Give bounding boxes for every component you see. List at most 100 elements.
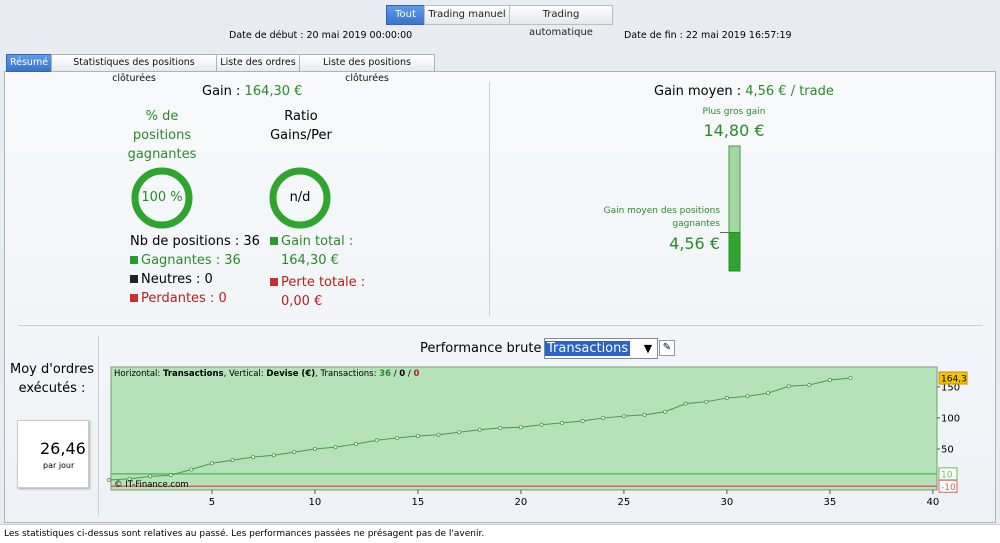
total-loss: 0,00 € [281, 294, 323, 309]
watermark: © IT-Finance.com [114, 480, 189, 490]
tab[interactable]: Liste des positions clôturées [299, 54, 435, 84]
x-tick-label: 40 [927, 497, 940, 508]
point [621, 414, 626, 419]
divider [18, 325, 983, 326]
point [271, 453, 276, 458]
point [333, 445, 338, 450]
point [415, 433, 420, 438]
point [477, 427, 482, 432]
divider [98, 336, 99, 516]
point [642, 412, 647, 417]
winning-value: 100 % [141, 190, 183, 205]
info: Horizontal: [114, 369, 163, 379]
x-tick-label: 30 [721, 497, 734, 508]
point [601, 415, 606, 420]
info: Transactions [162, 369, 224, 379]
gain-value: 164,30 € [244, 84, 303, 99]
gauge-avg [728, 231, 741, 272]
point [745, 394, 750, 399]
info: 0 [413, 369, 420, 379]
point [704, 399, 709, 404]
point [786, 384, 791, 389]
mode-tab[interactable]: Trading manuel [424, 5, 510, 25]
point [209, 461, 214, 466]
tab[interactable]: Liste des ordres [216, 54, 300, 72]
point [148, 474, 153, 479]
gain: Gain : 164,30 € [202, 84, 302, 99]
avg-gain: Gain moyen : 4,56 € / trade [654, 84, 834, 99]
orders-label: Moy d'ordres exécutés : [10, 362, 94, 396]
settings-button[interactable]: ✎ [659, 340, 675, 356]
avg-value: 4,56 € [669, 234, 720, 253]
point [436, 432, 441, 437]
x-tick-label: 15 [412, 497, 425, 508]
point [560, 420, 565, 425]
losers: Perdantes : 0 [130, 291, 227, 306]
positions: Nb de positions : 36 [130, 234, 260, 249]
mode-tab[interactable]: Tout [386, 5, 425, 25]
point [683, 401, 688, 406]
info: , Transactions: [315, 369, 380, 379]
gain-label: Gain : [202, 84, 245, 99]
point [395, 435, 400, 440]
orders-card [17, 420, 89, 488]
mode-tab[interactable]: Trading automatique [509, 5, 613, 38]
total-loss-label: Perte totale : [270, 275, 365, 290]
y-tick-label: 150 [941, 382, 960, 393]
footer: Les statistiques ci-dessus sont relative… [0, 524, 1000, 543]
y-tick-label: 50 [941, 445, 954, 456]
point [539, 422, 544, 427]
total-gain-label: Gain total : [270, 234, 353, 249]
point [251, 455, 256, 460]
point [354, 442, 359, 447]
point [189, 467, 194, 472]
point [457, 430, 462, 435]
perf-title: Performance brute [420, 341, 542, 356]
winners: Gagnantes : 36 [130, 253, 241, 268]
orders-value: 26,46 [40, 439, 86, 458]
threshold-tag [938, 479, 958, 493]
plot-area [110, 366, 938, 491]
last-value-tag [938, 371, 968, 385]
divider [489, 82, 490, 316]
chart-info: Horizontal: Transactions, Vertical: Devi… [114, 369, 419, 379]
select-value: Transactions [545, 341, 631, 356]
info: 36 [379, 369, 391, 379]
point [724, 396, 729, 401]
point [374, 438, 379, 443]
tab[interactable]: Résumé [6, 54, 52, 72]
point [106, 478, 111, 483]
point [848, 375, 853, 380]
end-date: Date de fin : 22 mai 2019 16:57:19 [624, 30, 792, 41]
point [663, 409, 668, 414]
losers-text: Perdantes : 0 [141, 291, 227, 306]
total-loss-label-text: Perte totale : [281, 275, 366, 290]
donut-arc [131, 167, 193, 229]
winners-text: Gagnantes : 36 [141, 253, 241, 268]
y-tick-label: 100 [941, 413, 960, 424]
point [518, 425, 523, 430]
select[interactable]: Transactions ▼ [544, 338, 658, 359]
x-tick-label: 10 [309, 497, 322, 508]
point [580, 419, 585, 424]
start-date: Date de début : 20 mai 2019 00:00:00 [229, 30, 413, 41]
last-value-label: 164,3 [941, 374, 967, 384]
neutrals-text: Neutres : 0 [141, 272, 213, 287]
info: Devise (€) [266, 369, 316, 379]
ratio-label: Ratio Gains/Per [270, 109, 332, 143]
x-tick-label: 20 [515, 497, 528, 508]
max-label: Plus gros gain [702, 107, 766, 117]
max-value: 14,80 € [703, 121, 765, 140]
info: / [391, 369, 400, 379]
x-tick-label: 35 [824, 497, 837, 508]
point [312, 446, 317, 451]
info: , Vertical: [223, 369, 267, 379]
avg-gain-value: 4,56 € / trade [745, 84, 834, 99]
neutrals: Neutres : 0 [130, 272, 213, 287]
donut-ring [269, 167, 331, 229]
total-gain-label-text: Gain total : [281, 234, 354, 249]
x-tick-label: 5 [209, 497, 215, 508]
avg-gain-label: Gain moyen : [654, 84, 746, 99]
